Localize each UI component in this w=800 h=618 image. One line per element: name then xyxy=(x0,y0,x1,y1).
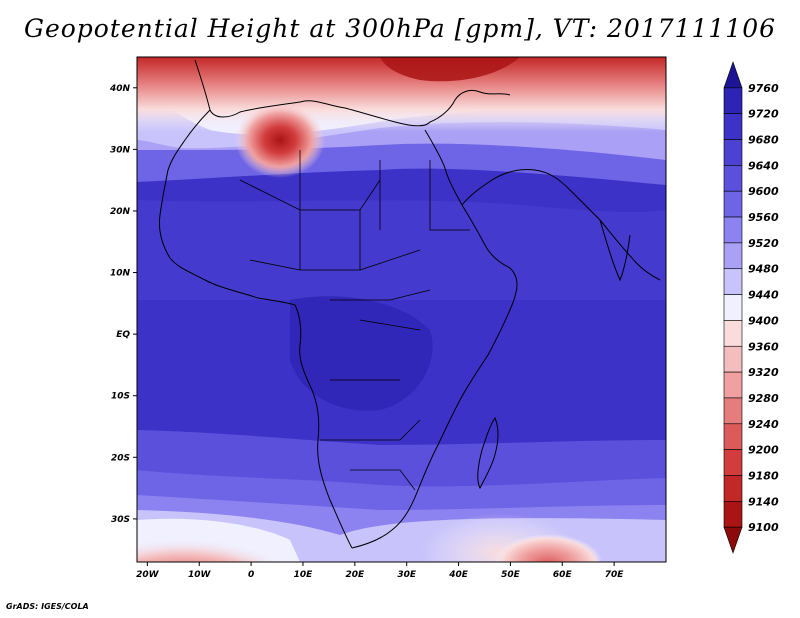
colorbar-swatch xyxy=(723,449,743,476)
footer-credit: GrADS: IGES/COLA xyxy=(6,602,89,611)
colorbar-level-label: 9320 xyxy=(748,366,779,379)
chart-title: Geopotential Height at 300hPa [gpm], VT:… xyxy=(23,14,777,43)
colorbar-swatch xyxy=(723,320,743,347)
lon-tick-label: 70E xyxy=(605,570,625,580)
coastlines xyxy=(159,59,661,549)
colorbar-swatch xyxy=(723,475,743,502)
colorbar-swatch xyxy=(723,216,743,244)
plot-frame xyxy=(136,56,667,563)
coast-india xyxy=(599,219,631,282)
low-algeria xyxy=(235,102,325,178)
colorbar-swatch xyxy=(723,87,743,114)
lon-tick-label: 10E xyxy=(294,570,314,580)
lon-tick-label: 20E xyxy=(345,570,365,580)
colorbar-swatch xyxy=(723,139,743,166)
colorbar-level-label: 9140 xyxy=(748,495,779,508)
lon-tick-label: 40E xyxy=(448,570,469,580)
colorbar-labels: 9760 9720 9680 9640 9600 9560 9520 9480 9440 9400… xyxy=(748,82,779,534)
lat-tick-label: 30S xyxy=(111,515,130,525)
coast-arabia-india xyxy=(461,169,661,281)
colorbar-level-label: 9640 xyxy=(748,159,779,172)
colorbar-swatch xyxy=(723,294,743,321)
colorbar-level-label: 9400 xyxy=(748,314,779,327)
colorbar-level-label: 9100 xyxy=(748,521,779,534)
lon-axis: 20W 10W 0 10E 20E 30E 40E 50E 60E 70E xyxy=(136,562,624,580)
coast-east-africa xyxy=(351,129,518,549)
high-central xyxy=(290,296,433,411)
coast-madagascar xyxy=(477,416,499,490)
lat-tick-label: 30N xyxy=(110,145,131,155)
colorbar-level-label: 9520 xyxy=(748,237,779,250)
colorbar-swatch xyxy=(723,113,743,140)
colorbar-swatch xyxy=(723,242,743,270)
lon-tick-label: 0 xyxy=(248,570,254,580)
coast-north xyxy=(194,59,511,127)
colorbar-level-label: 9760 xyxy=(748,82,779,95)
lat-tick-label: 10S xyxy=(111,392,130,402)
lat-tick-label: 40N xyxy=(109,84,131,94)
colorbar-level-label: 9200 xyxy=(748,444,779,457)
lon-tick-label: 30E xyxy=(397,570,417,580)
band-tropic-n xyxy=(137,200,666,300)
colorbar-level-label: 9560 xyxy=(748,211,779,224)
colorbar-swatch xyxy=(723,345,743,373)
lat-axis: 40N 30N 20N 10N EQ 10S 20S 30S xyxy=(109,84,137,525)
lon-tick-label: 60E xyxy=(553,570,573,580)
height-field xyxy=(137,57,666,562)
lat-tick-label: 20N xyxy=(110,207,131,217)
colorbar-swatch xyxy=(723,165,743,192)
lon-tick-label: 10W xyxy=(188,570,212,580)
colorbar-swatch xyxy=(723,397,743,425)
colorbar-level-label: 9280 xyxy=(748,392,779,405)
colorbar-swatch xyxy=(723,501,743,528)
lat-tick-label: 10N xyxy=(110,269,131,279)
lon-tick-label: 20W xyxy=(136,570,160,580)
colorbar-level-label: 9720 xyxy=(748,108,779,121)
band-turkey-low xyxy=(380,57,520,82)
low-sw xyxy=(137,505,315,562)
colorbar-level-label: 9680 xyxy=(748,134,779,147)
colorbar-swatch xyxy=(723,268,743,295)
colorbar-swatch xyxy=(723,61,743,89)
low-se xyxy=(493,522,603,562)
colorbar-level-label: 9440 xyxy=(748,289,779,302)
colorbar-level-label: 9240 xyxy=(748,418,779,431)
country-borders xyxy=(239,150,470,491)
colorbar-swatch xyxy=(723,190,743,218)
colorbar-swatch xyxy=(723,423,743,450)
colorbar-boxes xyxy=(723,61,743,554)
lat-tick-label: 20S xyxy=(111,453,130,463)
lat-tick-label: EQ xyxy=(116,330,130,340)
colorbar-swatch xyxy=(723,371,743,399)
colorbar-level-label: 9180 xyxy=(748,469,779,482)
colorbar-level-label: 9600 xyxy=(748,185,779,198)
colorbar-swatch xyxy=(723,526,743,554)
colorbar-level-label: 9480 xyxy=(748,263,779,276)
coast-west-africa xyxy=(159,109,353,549)
colorbar-level-label: 9360 xyxy=(748,340,779,353)
lon-tick-label: 50E xyxy=(501,570,521,580)
